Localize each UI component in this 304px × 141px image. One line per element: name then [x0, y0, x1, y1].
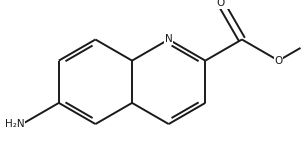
Text: N: N	[165, 35, 173, 45]
Text: O: O	[275, 56, 283, 66]
Text: O: O	[217, 0, 225, 8]
Text: H₂N: H₂N	[5, 119, 24, 129]
